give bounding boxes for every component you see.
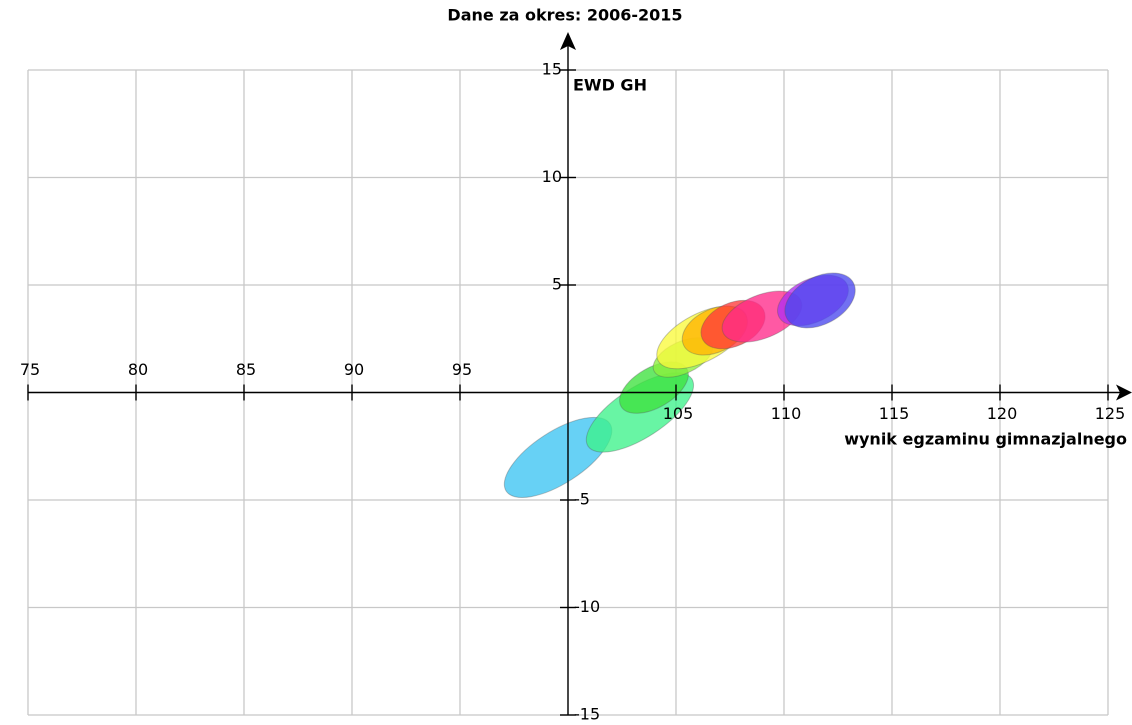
ellipses (503, 272, 856, 498)
x-axis-arrow (1116, 384, 1132, 401)
x-tick-label: 95 (452, 360, 472, 379)
x-tick-label: 90 (344, 360, 364, 379)
y-tick-label: -5 (574, 490, 590, 509)
x-tick-label: 115 (879, 404, 910, 423)
x-tick-label: 105 (663, 404, 694, 423)
chart-title: Dane za okres: 2006-2015 (447, 6, 682, 25)
x-tick-label: 85 (236, 360, 256, 379)
y-tick-label: -15 (574, 705, 600, 724)
x-tick-label: 80 (128, 360, 148, 379)
x-tick-label: 125 (1095, 404, 1126, 423)
y-tick-label: 15 (542, 60, 562, 79)
y-tick-label: 10 (542, 167, 562, 186)
y-axis-label: EWD GH (573, 76, 647, 95)
y-axis-arrow (560, 32, 576, 50)
x-tick-label: 110 (771, 404, 802, 423)
ellipse (784, 272, 856, 329)
y-tick-label: -10 (574, 597, 600, 616)
x-tick-label: 120 (987, 404, 1018, 423)
x-axis-label: wynik egzaminu gimnazjalnego (844, 430, 1127, 449)
axes: 75 80 85 90 95 105 110 115 120 125 -15 -10 -5 5 10 15 (20, 32, 1132, 724)
x-tick-label: 75 (20, 360, 40, 379)
y-tick-label: 5 (552, 275, 562, 294)
